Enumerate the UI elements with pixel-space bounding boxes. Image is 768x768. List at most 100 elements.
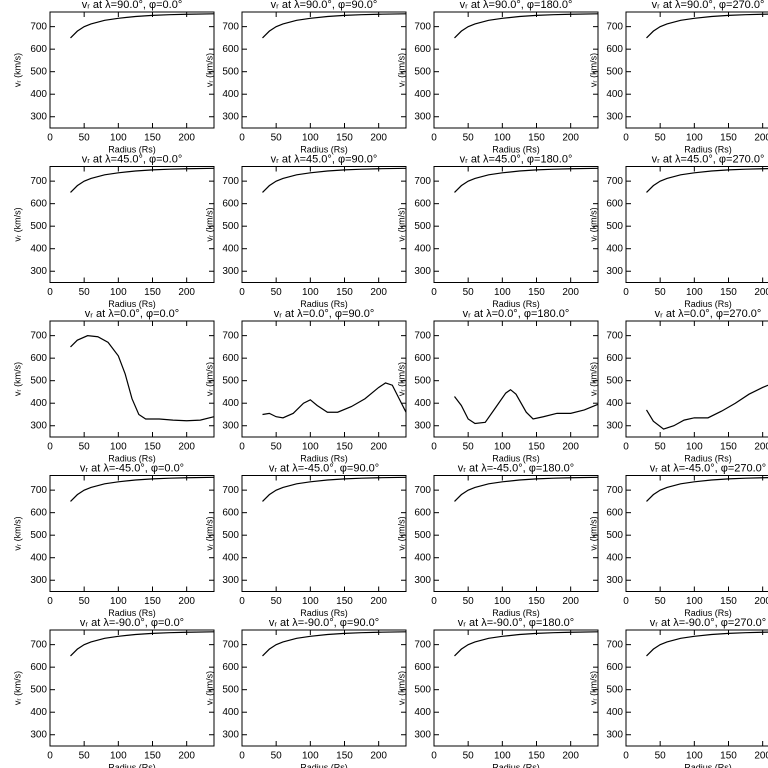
x-tick-label: 0 xyxy=(431,133,437,144)
y-tick-label: 400 xyxy=(30,707,47,718)
x-axis-label: Radius (Rs) xyxy=(684,144,732,154)
x-tick-label: 200 xyxy=(178,133,195,144)
x-tick-label: 0 xyxy=(623,442,629,453)
x-axis-label: Radius (Rs) xyxy=(684,608,732,618)
y-tick-label: 600 xyxy=(222,198,239,209)
x-tick-label: 150 xyxy=(144,442,161,453)
x-tick-label: 100 xyxy=(302,442,319,453)
panel: vᵣ at λ=0.0°, φ=90.0° 0 50 100 150 200 300 400 5… xyxy=(204,308,407,463)
x-axis-label: Radius (Rs) xyxy=(492,299,540,309)
x-tick-label: 100 xyxy=(110,287,127,298)
y-tick-label: 500 xyxy=(30,684,47,695)
y-tick-label: 400 xyxy=(606,398,623,409)
x-tick-label: 150 xyxy=(528,442,545,453)
x-axis-label: Radius (Rs) xyxy=(684,299,732,309)
y-tick-label: 600 xyxy=(606,198,623,209)
y-tick-label: 500 xyxy=(222,684,239,695)
x-tick-label: 100 xyxy=(110,751,127,762)
y-tick-label: 400 xyxy=(30,552,47,563)
y-tick-label: 500 xyxy=(222,221,239,232)
x-tick-label: 150 xyxy=(144,596,161,607)
x-tick-label: 50 xyxy=(271,133,283,144)
x-axis-label: Radius (Rs) xyxy=(492,144,540,154)
panel-title: vᵣ at λ=90.0°, φ=90.0° xyxy=(271,0,378,11)
panel-title: vᵣ at λ=0.0°, φ=90.0° xyxy=(274,308,375,320)
x-tick-label: 150 xyxy=(720,442,737,453)
y-tick-label: 300 xyxy=(30,111,47,122)
y-tick-label: 600 xyxy=(414,44,431,55)
panel: vᵣ at λ=90.0°, φ=270.0° 0 50 100 150 200 300 40… xyxy=(588,0,768,154)
y-tick-label: 300 xyxy=(414,729,431,740)
y-tick-label: 300 xyxy=(222,729,239,740)
y-tick-label: 700 xyxy=(414,485,431,496)
x-tick-label: 200 xyxy=(178,751,195,762)
data-line xyxy=(262,631,407,657)
x-tick-label: 50 xyxy=(463,596,475,607)
y-tick-label: 300 xyxy=(222,420,239,431)
x-tick-label: 150 xyxy=(336,751,353,762)
panel-title: vᵣ at λ=0.0°, φ=180.0° xyxy=(463,308,570,320)
x-tick-label: 100 xyxy=(494,133,511,144)
x-tick-label: 100 xyxy=(302,596,319,607)
y-tick-label: 300 xyxy=(30,420,47,431)
y-tick-label: 400 xyxy=(414,243,431,254)
plot-frame xyxy=(625,320,768,438)
x-tick-label: 50 xyxy=(79,751,91,762)
y-tick-label: 700 xyxy=(30,485,47,496)
x-tick-label: 0 xyxy=(431,751,437,762)
y-tick-label: 400 xyxy=(606,552,623,563)
x-axis-label: Radius (Rs) xyxy=(492,608,540,618)
y-axis-label: vᵣ (km/s) xyxy=(396,516,406,550)
panel: vᵣ at λ=-45.0°, φ=0.0° 0 50 100 150 200 300 400… xyxy=(12,462,215,618)
x-tick-label: 200 xyxy=(562,287,579,298)
data-line xyxy=(70,631,215,657)
y-tick-label: 500 xyxy=(606,530,623,541)
x-tick-label: 50 xyxy=(79,596,91,607)
y-tick-label: 300 xyxy=(606,111,623,122)
y-tick-label: 500 xyxy=(414,66,431,77)
x-tick-label: 150 xyxy=(336,287,353,298)
x-axis-label: Radius (Rs) xyxy=(300,299,348,309)
x-tick-label: 50 xyxy=(463,133,475,144)
x-tick-label: 200 xyxy=(370,287,387,298)
y-tick-label: 600 xyxy=(30,507,47,518)
x-axis-label: Radius (Rs) xyxy=(684,453,732,463)
y-tick-label: 700 xyxy=(606,485,623,496)
x-tick-label: 150 xyxy=(144,133,161,144)
y-tick-label: 400 xyxy=(414,89,431,100)
x-tick-label: 200 xyxy=(370,751,387,762)
x-tick-label: 200 xyxy=(754,287,768,298)
x-tick-label: 0 xyxy=(47,442,53,453)
x-tick-label: 0 xyxy=(431,596,437,607)
y-axis-label: vᵣ (km/s) xyxy=(396,53,406,87)
x-tick-label: 50 xyxy=(271,442,283,453)
data-line xyxy=(70,167,215,193)
y-tick-label: 500 xyxy=(222,66,239,77)
x-tick-label: 150 xyxy=(144,287,161,298)
data-line xyxy=(70,476,215,502)
y-tick-label: 500 xyxy=(30,375,47,386)
y-tick-label: 600 xyxy=(606,44,623,55)
x-tick-label: 50 xyxy=(271,287,283,298)
plot-frame xyxy=(241,166,407,283)
x-tick-label: 100 xyxy=(494,751,511,762)
x-axis-label: Radius (Rs) xyxy=(300,762,348,768)
data-line xyxy=(645,384,768,430)
panel-title: vᵣ at λ=-90.0°, φ=270.0° xyxy=(650,617,766,629)
x-axis-label: Radius (Rs) xyxy=(300,608,348,618)
x-tick-label: 200 xyxy=(178,287,195,298)
y-tick-label: 400 xyxy=(30,398,47,409)
panel: vᵣ at λ=-90.0°, φ=270.0° 0 50 100 150 200 300 4… xyxy=(588,617,768,768)
y-tick-label: 700 xyxy=(222,485,239,496)
x-tick-label: 200 xyxy=(370,596,387,607)
x-axis-label: Radius (Rs) xyxy=(108,608,156,618)
x-tick-label: 200 xyxy=(562,133,579,144)
x-axis-label: Radius (Rs) xyxy=(492,762,540,768)
y-tick-label: 500 xyxy=(30,66,47,77)
panel-title: vᵣ at λ=45.0°, φ=180.0° xyxy=(460,153,573,165)
data-line xyxy=(262,13,407,39)
plot-frame xyxy=(49,320,215,438)
x-tick-label: 150 xyxy=(720,751,737,762)
y-tick-label: 400 xyxy=(222,552,239,563)
y-tick-label: 300 xyxy=(30,729,47,740)
